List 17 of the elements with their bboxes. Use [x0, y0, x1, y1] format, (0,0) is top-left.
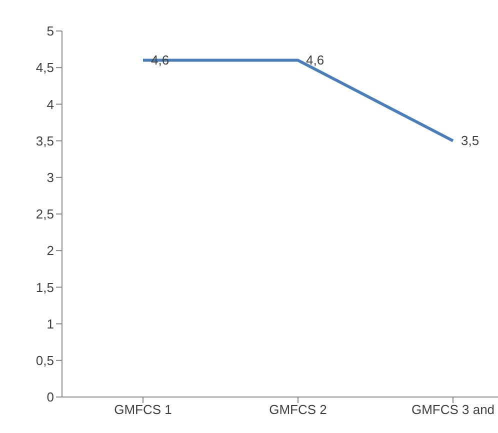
y-tick-label: 1 [46, 316, 54, 332]
y-tick-label: 0 [46, 390, 54, 405]
y-tick-label: 3 [46, 170, 54, 186]
data-label: 3,5 [461, 132, 480, 148]
y-tick-label: 2,5 [36, 206, 54, 222]
y-tick-label: 4 [46, 96, 54, 112]
y-tick-label: 0,5 [36, 353, 54, 368]
data-label: 4,6 [306, 52, 324, 68]
y-tick-label: 4,5 [36, 60, 54, 76]
x-tick-label: GMFCS 3 and [411, 402, 495, 418]
x-tick-label: GMFCS 1 [114, 402, 172, 418]
y-tick-label: 3,5 [36, 133, 54, 148]
y-tick-label: 2 [46, 243, 54, 258]
y-tick-label: 1,5 [36, 280, 54, 295]
x-tick-label: GMFCS 2 [269, 402, 327, 418]
y-tick-label: 5 [46, 24, 54, 39]
data-label: 4,6 [151, 52, 170, 68]
